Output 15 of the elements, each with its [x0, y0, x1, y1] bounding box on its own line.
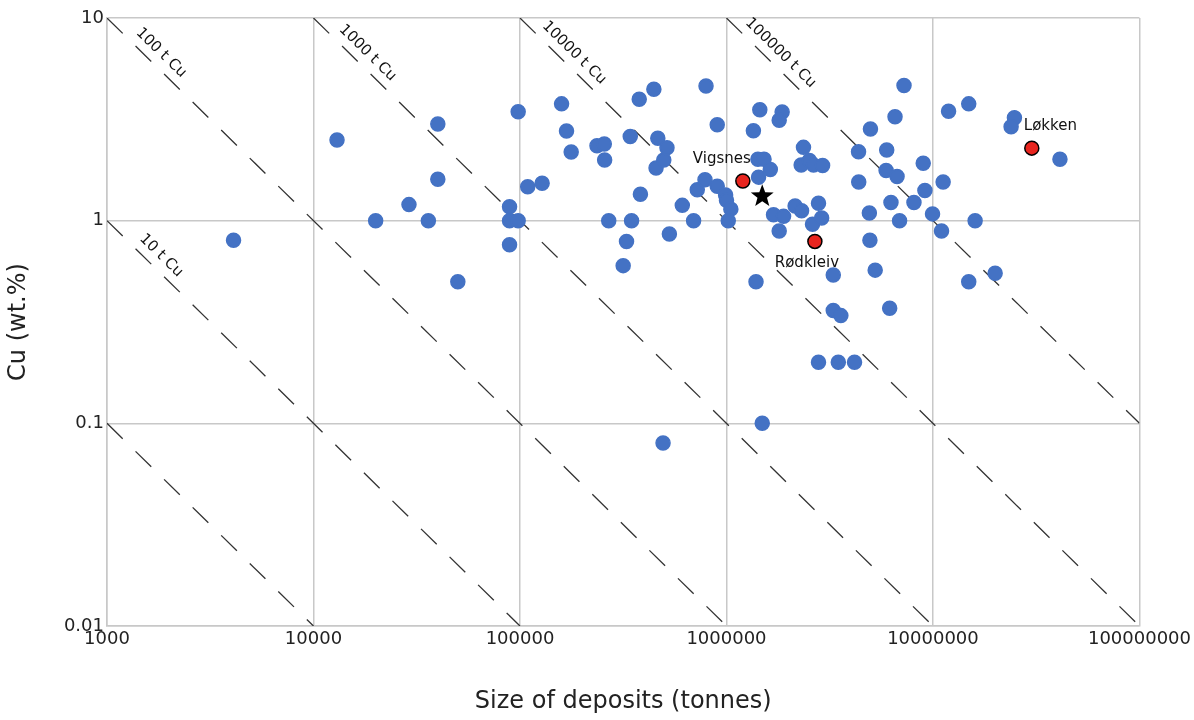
- y-tick-label: 0.1: [75, 411, 104, 433]
- x-tick-label: 10000000: [887, 627, 979, 649]
- y-tick-label: 10: [81, 5, 104, 27]
- x-tick-label: 10000: [284, 627, 343, 649]
- y-tick-label: 1: [92, 208, 104, 230]
- x-axis-title: Size of deposits (tonnes): [474, 685, 772, 714]
- annotation: Rødkleiv: [774, 253, 840, 272]
- text: 10 t Cu: [136, 229, 188, 281]
- text: 100 t Cu: [132, 23, 191, 81]
- annotation: Vigsnes: [692, 148, 752, 167]
- x-tick-label: 100000000: [1087, 627, 1191, 649]
- annotation: Løkken: [1023, 116, 1077, 135]
- y-axis-title: Cu (wt.%): [2, 263, 31, 381]
- x-tick-label: 100000: [485, 627, 555, 649]
- x-tick-label: 1000000: [686, 627, 767, 649]
